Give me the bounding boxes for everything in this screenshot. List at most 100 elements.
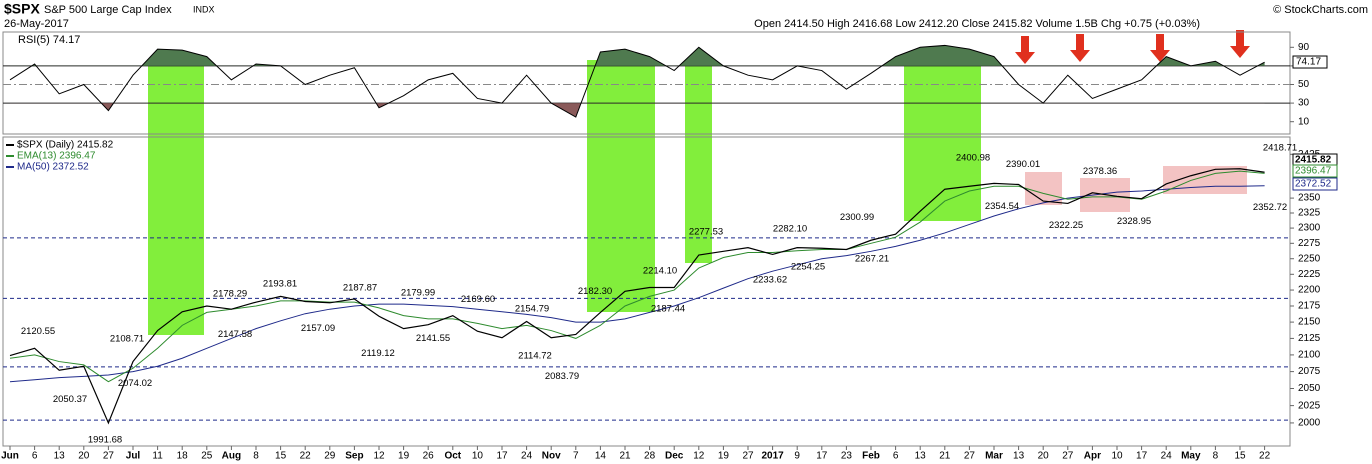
price-label: 2182.30 xyxy=(578,286,612,297)
price-label: 2120.55 xyxy=(21,326,55,337)
x-tick-label: 6 xyxy=(893,451,899,462)
y-tick-label: 2300 xyxy=(1298,223,1321,234)
x-tick-label: 17 xyxy=(1136,451,1148,462)
price-frame xyxy=(2,136,1291,447)
zone xyxy=(148,60,204,335)
highlights xyxy=(148,60,1247,335)
y-tick-label: 2325 xyxy=(1298,208,1321,219)
range-box xyxy=(1163,166,1247,194)
y-tick-label: 2250 xyxy=(1298,253,1321,264)
date: 26-May-2017 xyxy=(4,18,69,30)
price-label: 2154.79 xyxy=(515,304,549,315)
index-name: S&P 500 Large Cap Index xyxy=(44,4,172,16)
arrow xyxy=(1070,34,1090,62)
range-box xyxy=(1025,172,1062,205)
price-label: 2074.02 xyxy=(118,378,152,389)
price-label: 2147.58 xyxy=(218,329,252,340)
legend-label: $SPX (Daily) 2415.82 xyxy=(17,140,114,151)
x-tick-label: Sep xyxy=(345,451,363,462)
x-tick-label: 22 xyxy=(300,451,312,462)
x-tick-label: 12 xyxy=(373,451,385,462)
price-label: 2267.21 xyxy=(855,254,889,265)
x-tick-label: 27 xyxy=(103,451,115,462)
series-line xyxy=(9,168,1265,425)
x-tick-label: Apr xyxy=(1084,451,1101,462)
arrows xyxy=(1015,30,1250,64)
x-tick-label: Jul xyxy=(126,451,141,462)
y-tick-label: 2225 xyxy=(1298,269,1321,280)
price-label: 1991.68 xyxy=(88,434,122,445)
x-tick-label: 13 xyxy=(1013,451,1025,462)
x-tick-label: 24 xyxy=(1161,451,1173,462)
rsi-title: RSI(5) 74.17 xyxy=(18,34,80,46)
price-label: 2141.55 xyxy=(416,333,450,344)
x-tick-label: Oct xyxy=(444,451,461,462)
x-tick-label: 27 xyxy=(964,451,976,462)
price-label: 2378.36 xyxy=(1083,166,1117,177)
x-tick-label: 20 xyxy=(78,451,90,462)
x-tick-label: 21 xyxy=(939,451,951,462)
x-tick-label: 11 xyxy=(152,451,163,462)
price-label: 2187.87 xyxy=(343,282,377,293)
x-tick-label: 24 xyxy=(521,451,533,462)
last-value-box xyxy=(1292,177,1338,191)
zone xyxy=(685,60,712,263)
price-label: 2119.12 xyxy=(361,348,395,359)
y-tick-label: 2075 xyxy=(1298,366,1321,377)
rsi-line xyxy=(9,44,1265,118)
y-tick-label: 2125 xyxy=(1298,333,1321,344)
x-tick-label: Jun xyxy=(1,451,19,462)
price-label: 2254.25 xyxy=(791,262,825,273)
price-label: 2157.09 xyxy=(301,323,335,334)
x-tick-label: Nov xyxy=(542,451,561,462)
last-value-label: 2415.82 xyxy=(1295,155,1332,166)
price-label: 2277.53 xyxy=(689,226,723,237)
x-tick-label: 27 xyxy=(1062,451,1074,462)
price-label: 2214.10 xyxy=(643,266,677,277)
price-label: 2352.72 xyxy=(1253,202,1287,213)
price-label: 2328.95 xyxy=(1117,216,1151,227)
x-tick-label: 27 xyxy=(742,451,754,462)
x-tick-label: 19 xyxy=(718,451,730,462)
price-label: 2390.01 xyxy=(1006,159,1040,170)
y-tick-label: 2025 xyxy=(1298,400,1321,411)
price-label: 2179.99 xyxy=(401,287,435,298)
price-label: 2169.60 xyxy=(461,294,495,305)
price-label: 2193.81 xyxy=(263,278,297,289)
x-tick-label: 2017 xyxy=(761,451,784,462)
last-value-box xyxy=(1292,55,1328,69)
y-tick-label: 50 xyxy=(1298,79,1310,90)
price-label: 2418.71 xyxy=(1263,142,1297,153)
price-label: 2083.79 xyxy=(545,371,579,382)
rsi-frame xyxy=(2,31,1291,135)
legend-label: MA(50) 2372.52 xyxy=(17,162,89,173)
x-tick-label: 26 xyxy=(423,451,435,462)
legend-label: EMA(13) 2396.47 xyxy=(17,151,96,162)
price-label: 2322.25 xyxy=(1049,220,1083,231)
last-value-label: 2372.52 xyxy=(1295,179,1332,190)
x-tick-label: Mar xyxy=(985,451,1003,462)
price-label: 2187.44 xyxy=(651,304,685,315)
symbol: $SPX xyxy=(4,1,40,17)
x-tick-label: 23 xyxy=(841,451,853,462)
price-label: 2108.71 xyxy=(110,334,144,345)
x-tick-label: 7 xyxy=(573,451,579,462)
exchange: INDX xyxy=(193,4,215,14)
x-tick-label: 17 xyxy=(496,451,508,462)
price-label: 2233.62 xyxy=(753,274,787,285)
credit: © StockCharts.com xyxy=(1273,4,1368,16)
y-tick-label: 30 xyxy=(1298,98,1310,109)
rsi-overbought-fill xyxy=(10,45,1265,66)
arrow xyxy=(1230,30,1250,58)
x-tick-label: Dec xyxy=(665,451,684,462)
x-tick-label: 10 xyxy=(472,451,484,462)
y-tick-label: 2100 xyxy=(1298,350,1321,361)
y-tick-label: 2050 xyxy=(1298,383,1321,394)
x-tick-label: 15 xyxy=(275,451,287,462)
y-tick-label: 2150 xyxy=(1298,317,1321,328)
y-tick-label: 2275 xyxy=(1298,238,1321,249)
price-label: 2178.29 xyxy=(213,288,247,299)
price-label: 2354.54 xyxy=(985,201,1019,212)
x-tick-label: May xyxy=(1181,451,1201,462)
